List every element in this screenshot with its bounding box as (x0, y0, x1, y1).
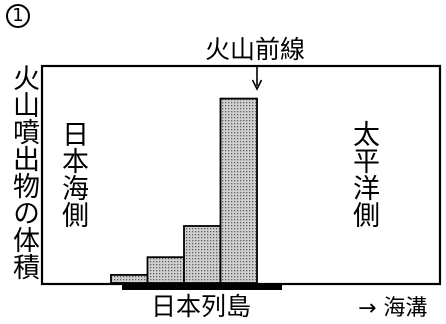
bar-4 (219, 97, 258, 284)
volcanic-front-label: 火山前線 (205, 35, 306, 64)
figure-number: 1 (12, 5, 24, 26)
y-axis-label: 火山噴出物の体積 (8, 64, 39, 280)
left-side-label: 日本海側 (57, 120, 88, 228)
x-axis-label: 日本列島 (151, 292, 252, 321)
bar-3 (183, 225, 222, 284)
bar-1 (110, 273, 149, 284)
island-bar (122, 284, 282, 290)
right-side-label: 太平洋側 (348, 120, 379, 228)
trench-label: → 海溝 (358, 296, 428, 321)
figure-number-badge: 1 (6, 4, 30, 28)
bar-group (110, 97, 258, 284)
front-arrow (251, 66, 263, 91)
bar-2 (146, 256, 185, 284)
